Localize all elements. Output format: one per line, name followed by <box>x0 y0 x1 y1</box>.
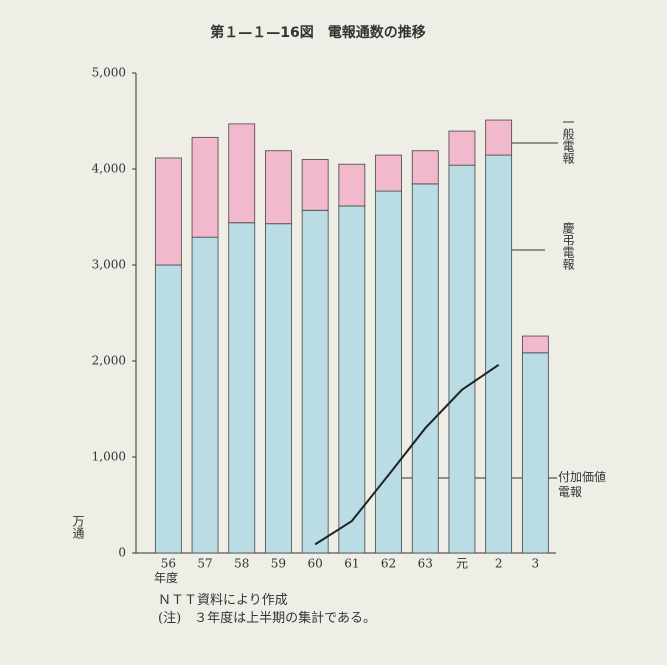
y-axis-label: 万通 <box>71 515 85 539</box>
bar-segment <box>228 123 256 224</box>
bar-segment <box>265 150 292 225</box>
y-tick-label: 1,000 <box>92 450 126 464</box>
x-tick-label: 元 <box>456 557 468 571</box>
bar-segment <box>521 352 549 554</box>
x-tick-label: 63 <box>418 557 433 571</box>
bar-segment <box>485 154 513 554</box>
x-tick-label: 57 <box>197 557 212 571</box>
bar-segment <box>228 222 256 554</box>
y-tick-label: 4,000 <box>92 162 126 176</box>
bar-segment <box>411 183 439 554</box>
x-tick-label: 56 <box>161 557 176 571</box>
y-tick-label: 3,000 <box>92 258 126 272</box>
bar-segment <box>411 150 439 185</box>
note: (注) ３年度は上半期の集計である。 <box>158 611 377 626</box>
line <box>314 364 500 546</box>
legend-label: 一般電報 <box>561 116 575 164</box>
x-tick-label: 59 <box>271 557 286 571</box>
x-tick-label: 3 <box>532 557 540 571</box>
x-tick-label: 60 <box>308 557 323 571</box>
bar-segment <box>448 164 476 554</box>
x-tick-label: 58 <box>234 557 249 571</box>
bar-segment <box>265 223 292 554</box>
bar-segment <box>485 119 513 156</box>
x-tick-label: 2 <box>495 557 503 571</box>
chart-title: 第１—１—16図 電報通数の推移 <box>210 24 425 41</box>
bar-segment <box>375 190 402 554</box>
bar-segment <box>375 154 402 192</box>
y-tick-label: 0 <box>118 546 126 560</box>
bar-segment <box>338 205 366 554</box>
bar-segment <box>154 264 182 554</box>
bar-segment <box>448 130 476 166</box>
bar-segment <box>521 335 549 354</box>
bar-segment <box>301 209 329 554</box>
source: ＮＴＴ資料により作成 <box>158 593 288 608</box>
bar-segment <box>154 157 182 266</box>
bar-segment <box>191 136 219 238</box>
y-tick-label: 2,000 <box>92 354 126 368</box>
legend-label: 付加価値電報 <box>558 470 607 499</box>
x-axis-label: 年度 <box>154 571 179 585</box>
y-tick-label: 5,000 <box>92 66 126 80</box>
bar-segment <box>191 236 219 554</box>
bar-segment <box>338 163 366 207</box>
x-tick-label: 62 <box>381 557 396 571</box>
legend-label: 慶弔電報 <box>561 222 575 270</box>
bar-segment <box>301 158 329 211</box>
x-tick-label: 61 <box>344 557 359 571</box>
